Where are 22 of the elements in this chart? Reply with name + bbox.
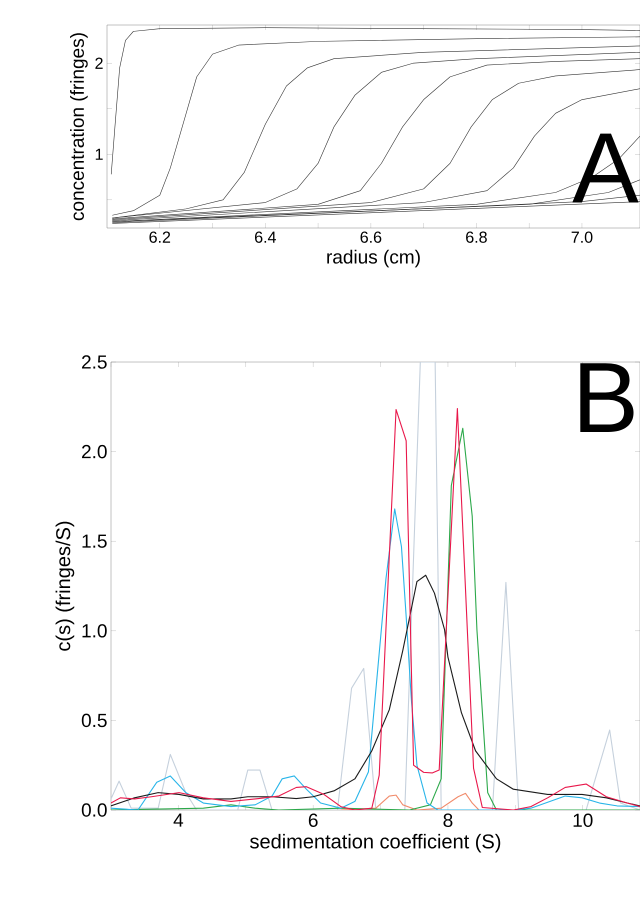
annotation: B <box>580 363 634 432</box>
x-tick-label: 6 <box>308 814 318 827</box>
x-tick-label: 10 <box>574 814 593 827</box>
y-axis-title: concentration (fringes) <box>70 33 88 220</box>
x-tick-label: 6.2 <box>149 232 170 243</box>
y-tick-label: 1 <box>96 148 103 160</box>
y-tick-label: 2 <box>95 58 103 69</box>
y-tick-label: 0.0 <box>82 803 107 817</box>
y-tick-label: 2.5 <box>82 355 107 369</box>
x-tick-label: 6.4 <box>255 232 276 243</box>
x-tick-label: 7.0 <box>572 232 592 243</box>
x-tick-label: 8 <box>443 814 452 827</box>
y-tick-label: 1.5 <box>82 534 107 548</box>
x-tick-label: 6.8 <box>466 232 487 243</box>
y-tick-label: 2.0 <box>82 444 107 458</box>
x-tick-label: 6.6 <box>360 232 382 243</box>
x-axis-title: radius (cm) <box>327 250 420 268</box>
y-tick-label: 1.0 <box>82 624 107 638</box>
x-tick-label: 4 <box>174 814 184 827</box>
y-tick-label: 0.5 <box>82 714 107 728</box>
y-axis-title: c(s) (fringes/S) <box>56 522 74 651</box>
x-axis-title: sedimentation coefficient (S) <box>250 834 500 852</box>
